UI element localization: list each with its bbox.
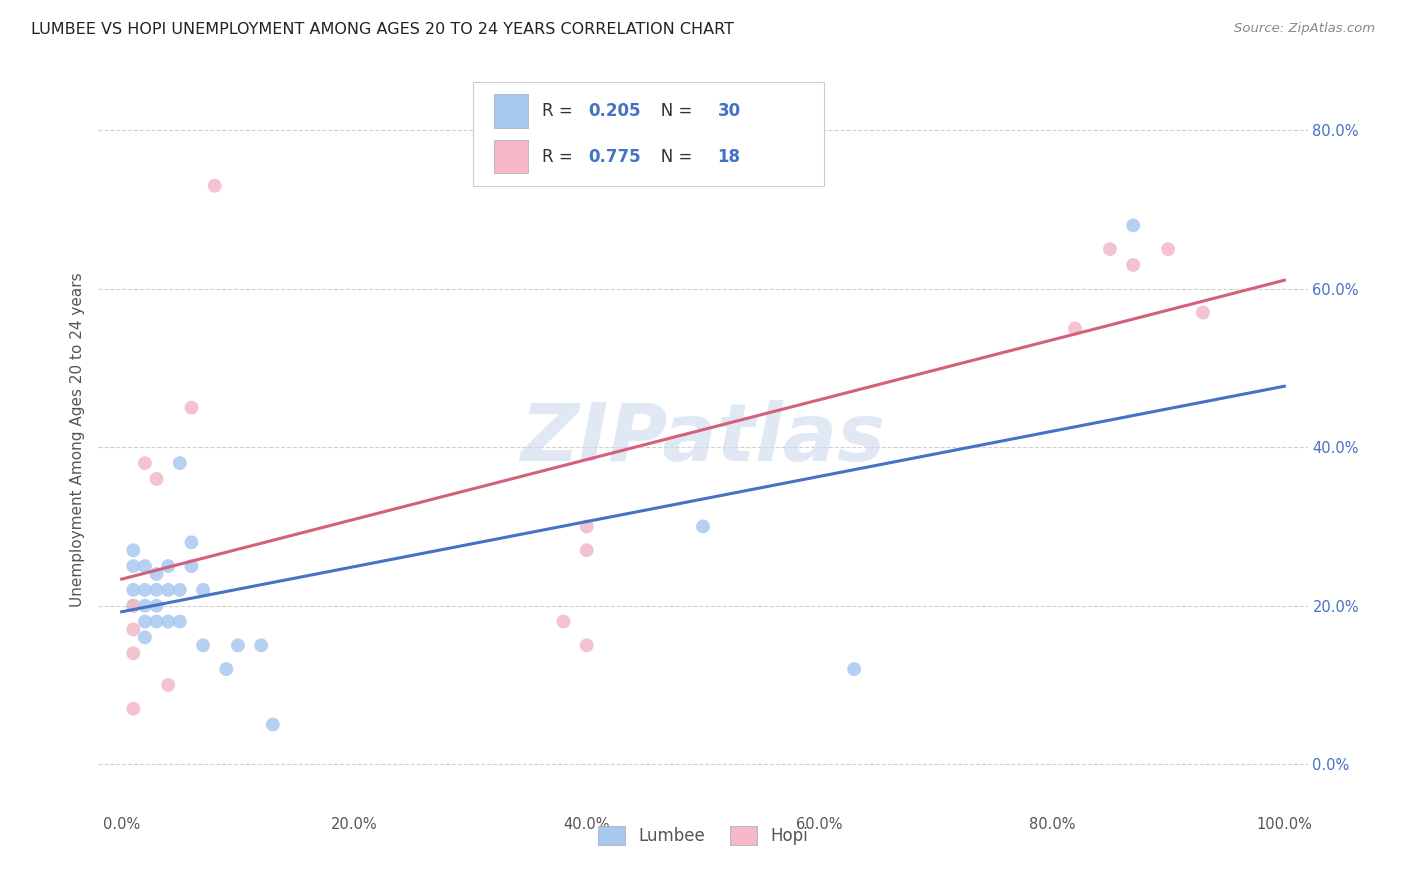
Point	[145, 567, 167, 582]
Text: N =: N =	[645, 148, 697, 166]
Point	[1064, 321, 1087, 335]
Point	[134, 615, 156, 629]
Y-axis label: Unemployment Among Ages 20 to 24 years: Unemployment Among Ages 20 to 24 years	[70, 272, 86, 607]
Point	[226, 638, 249, 652]
Point	[134, 456, 156, 470]
Point	[169, 456, 191, 470]
FancyBboxPatch shape	[474, 82, 824, 186]
Point	[204, 178, 226, 193]
Point	[180, 401, 202, 415]
Point	[692, 519, 714, 533]
Point	[844, 662, 866, 676]
Point	[145, 582, 167, 597]
FancyBboxPatch shape	[494, 140, 527, 173]
Point	[122, 702, 145, 716]
Point	[122, 582, 145, 597]
Text: 30: 30	[717, 103, 741, 120]
Point	[122, 623, 145, 637]
Text: 0.775: 0.775	[588, 148, 641, 166]
Point	[1122, 258, 1144, 272]
Point	[180, 535, 202, 549]
Text: LUMBEE VS HOPI UNEMPLOYMENT AMONG AGES 20 TO 24 YEARS CORRELATION CHART: LUMBEE VS HOPI UNEMPLOYMENT AMONG AGES 2…	[31, 22, 734, 37]
Legend: Lumbee, Hopi: Lumbee, Hopi	[592, 819, 814, 852]
Point	[122, 559, 145, 574]
Point	[191, 582, 214, 597]
Point	[1157, 242, 1180, 256]
Point	[157, 615, 180, 629]
Point	[262, 717, 284, 731]
Point	[122, 543, 145, 558]
Point	[169, 582, 191, 597]
Point	[157, 582, 180, 597]
Point	[145, 472, 167, 486]
Point	[122, 646, 145, 660]
Text: R =: R =	[543, 103, 578, 120]
Text: 18: 18	[717, 148, 741, 166]
Point	[169, 615, 191, 629]
Point	[122, 599, 145, 613]
Text: N =: N =	[645, 103, 697, 120]
Point	[575, 638, 598, 652]
Point	[157, 559, 180, 574]
Point	[1122, 219, 1144, 233]
Point	[575, 543, 598, 558]
Point	[191, 638, 214, 652]
Point	[180, 559, 202, 574]
Point	[1192, 305, 1215, 319]
Point	[1098, 242, 1121, 256]
Text: Source: ZipAtlas.com: Source: ZipAtlas.com	[1234, 22, 1375, 36]
Point	[134, 559, 156, 574]
Point	[134, 582, 156, 597]
Point	[553, 615, 575, 629]
Point	[122, 599, 145, 613]
FancyBboxPatch shape	[494, 95, 527, 128]
Text: R =: R =	[543, 148, 578, 166]
Point	[134, 631, 156, 645]
Point	[575, 519, 598, 533]
Point	[157, 678, 180, 692]
Point	[250, 638, 273, 652]
Point	[215, 662, 238, 676]
Point	[145, 599, 167, 613]
Point	[134, 599, 156, 613]
Text: 0.205: 0.205	[588, 103, 641, 120]
Text: ZIPatlas: ZIPatlas	[520, 401, 886, 478]
Point	[145, 615, 167, 629]
